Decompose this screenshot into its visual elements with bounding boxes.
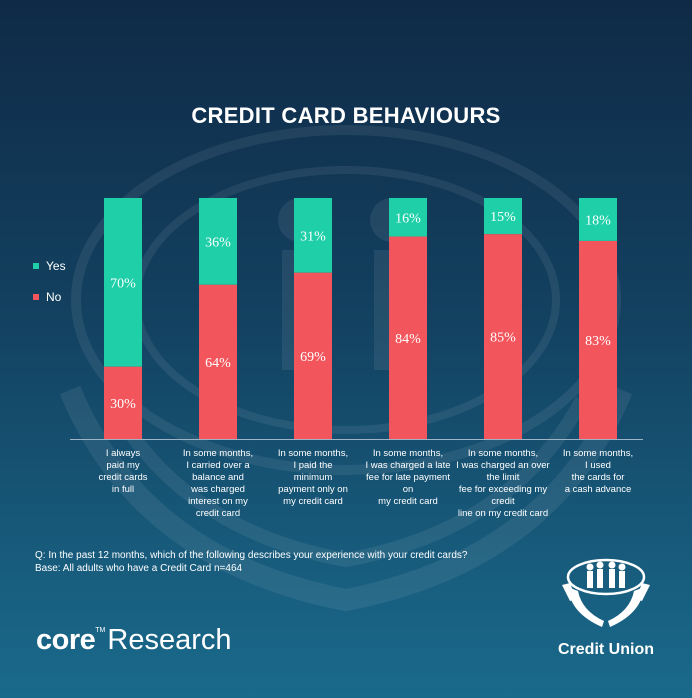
- bar-yes-2: [294, 198, 332, 273]
- legend-swatch-no: [33, 294, 39, 300]
- label-no-1: 64%: [205, 356, 231, 371]
- label-no-5: 83%: [585, 334, 611, 349]
- bar-no-0: [104, 366, 142, 439]
- legend-label-yes: Yes: [46, 259, 66, 273]
- label-yes-4: 15%: [490, 210, 516, 225]
- label-yes-3: 16%: [395, 211, 421, 226]
- legend-item-no: No: [33, 290, 61, 304]
- bar-no-3: [389, 236, 427, 439]
- credit-union-logo: Credit Union: [540, 555, 672, 658]
- legend-swatch-yes: [33, 263, 39, 269]
- footnote-question: Q: In the past 12 months, which of the f…: [35, 550, 468, 561]
- label-no-2: 69%: [300, 350, 326, 365]
- core-logo-research: Research: [107, 624, 232, 656]
- label-no-3: 84%: [395, 332, 421, 347]
- core-research-logo: coreTMResearch: [36, 624, 232, 657]
- legend-item-yes: Yes: [33, 259, 66, 273]
- bar-no-4: [484, 234, 522, 439]
- bar-yes-3: [389, 198, 427, 237]
- label-no-0: 30%: [110, 397, 136, 412]
- label-yes-0: 70%: [110, 276, 136, 291]
- bar-yes-5: [579, 198, 617, 241]
- chart-title: CREDIT CARD BEHAVIOURS: [191, 103, 501, 128]
- legend-label-no: No: [46, 290, 62, 304]
- core-logo-core: core: [36, 624, 96, 656]
- category-label-0: I always paid my credit cards in full: [98, 448, 148, 495]
- label-yes-2: 31%: [300, 229, 326, 244]
- category-label-3: In some months, I was charged a late fee…: [365, 448, 451, 507]
- bar-yes-0: [104, 198, 142, 367]
- bar-no-2: [294, 272, 332, 439]
- credit-union-hands-icon: [562, 558, 650, 627]
- label-yes-1: 36%: [205, 235, 231, 250]
- core-logo-tm: TM: [95, 627, 106, 634]
- bar-no-5: [579, 240, 617, 439]
- category-label-1: In some months, I carried over a balance…: [182, 448, 254, 519]
- label-yes-5: 18%: [585, 213, 611, 228]
- label-no-4: 85%: [490, 331, 516, 346]
- category-label-2: In some months, I paid the minimum payme…: [277, 448, 349, 507]
- category-label-4: In some months, I was charged an over th…: [456, 448, 550, 519]
- category-label-5: In some months, I used the cards for a c…: [562, 448, 634, 495]
- footnote-base: Base: All adults who have a Credit Card …: [35, 563, 243, 574]
- bar-no-1: [199, 284, 237, 439]
- bar-yes-4: [484, 198, 522, 235]
- bar-yes-1: [199, 198, 237, 285]
- credit-union-name: Credit Union: [558, 641, 654, 658]
